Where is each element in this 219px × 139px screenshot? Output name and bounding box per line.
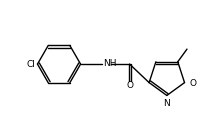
Text: O: O [189, 79, 196, 88]
Text: O: O [126, 81, 133, 90]
Text: NH: NH [103, 59, 117, 68]
Text: Cl: Cl [27, 60, 35, 69]
Text: N: N [163, 99, 170, 108]
